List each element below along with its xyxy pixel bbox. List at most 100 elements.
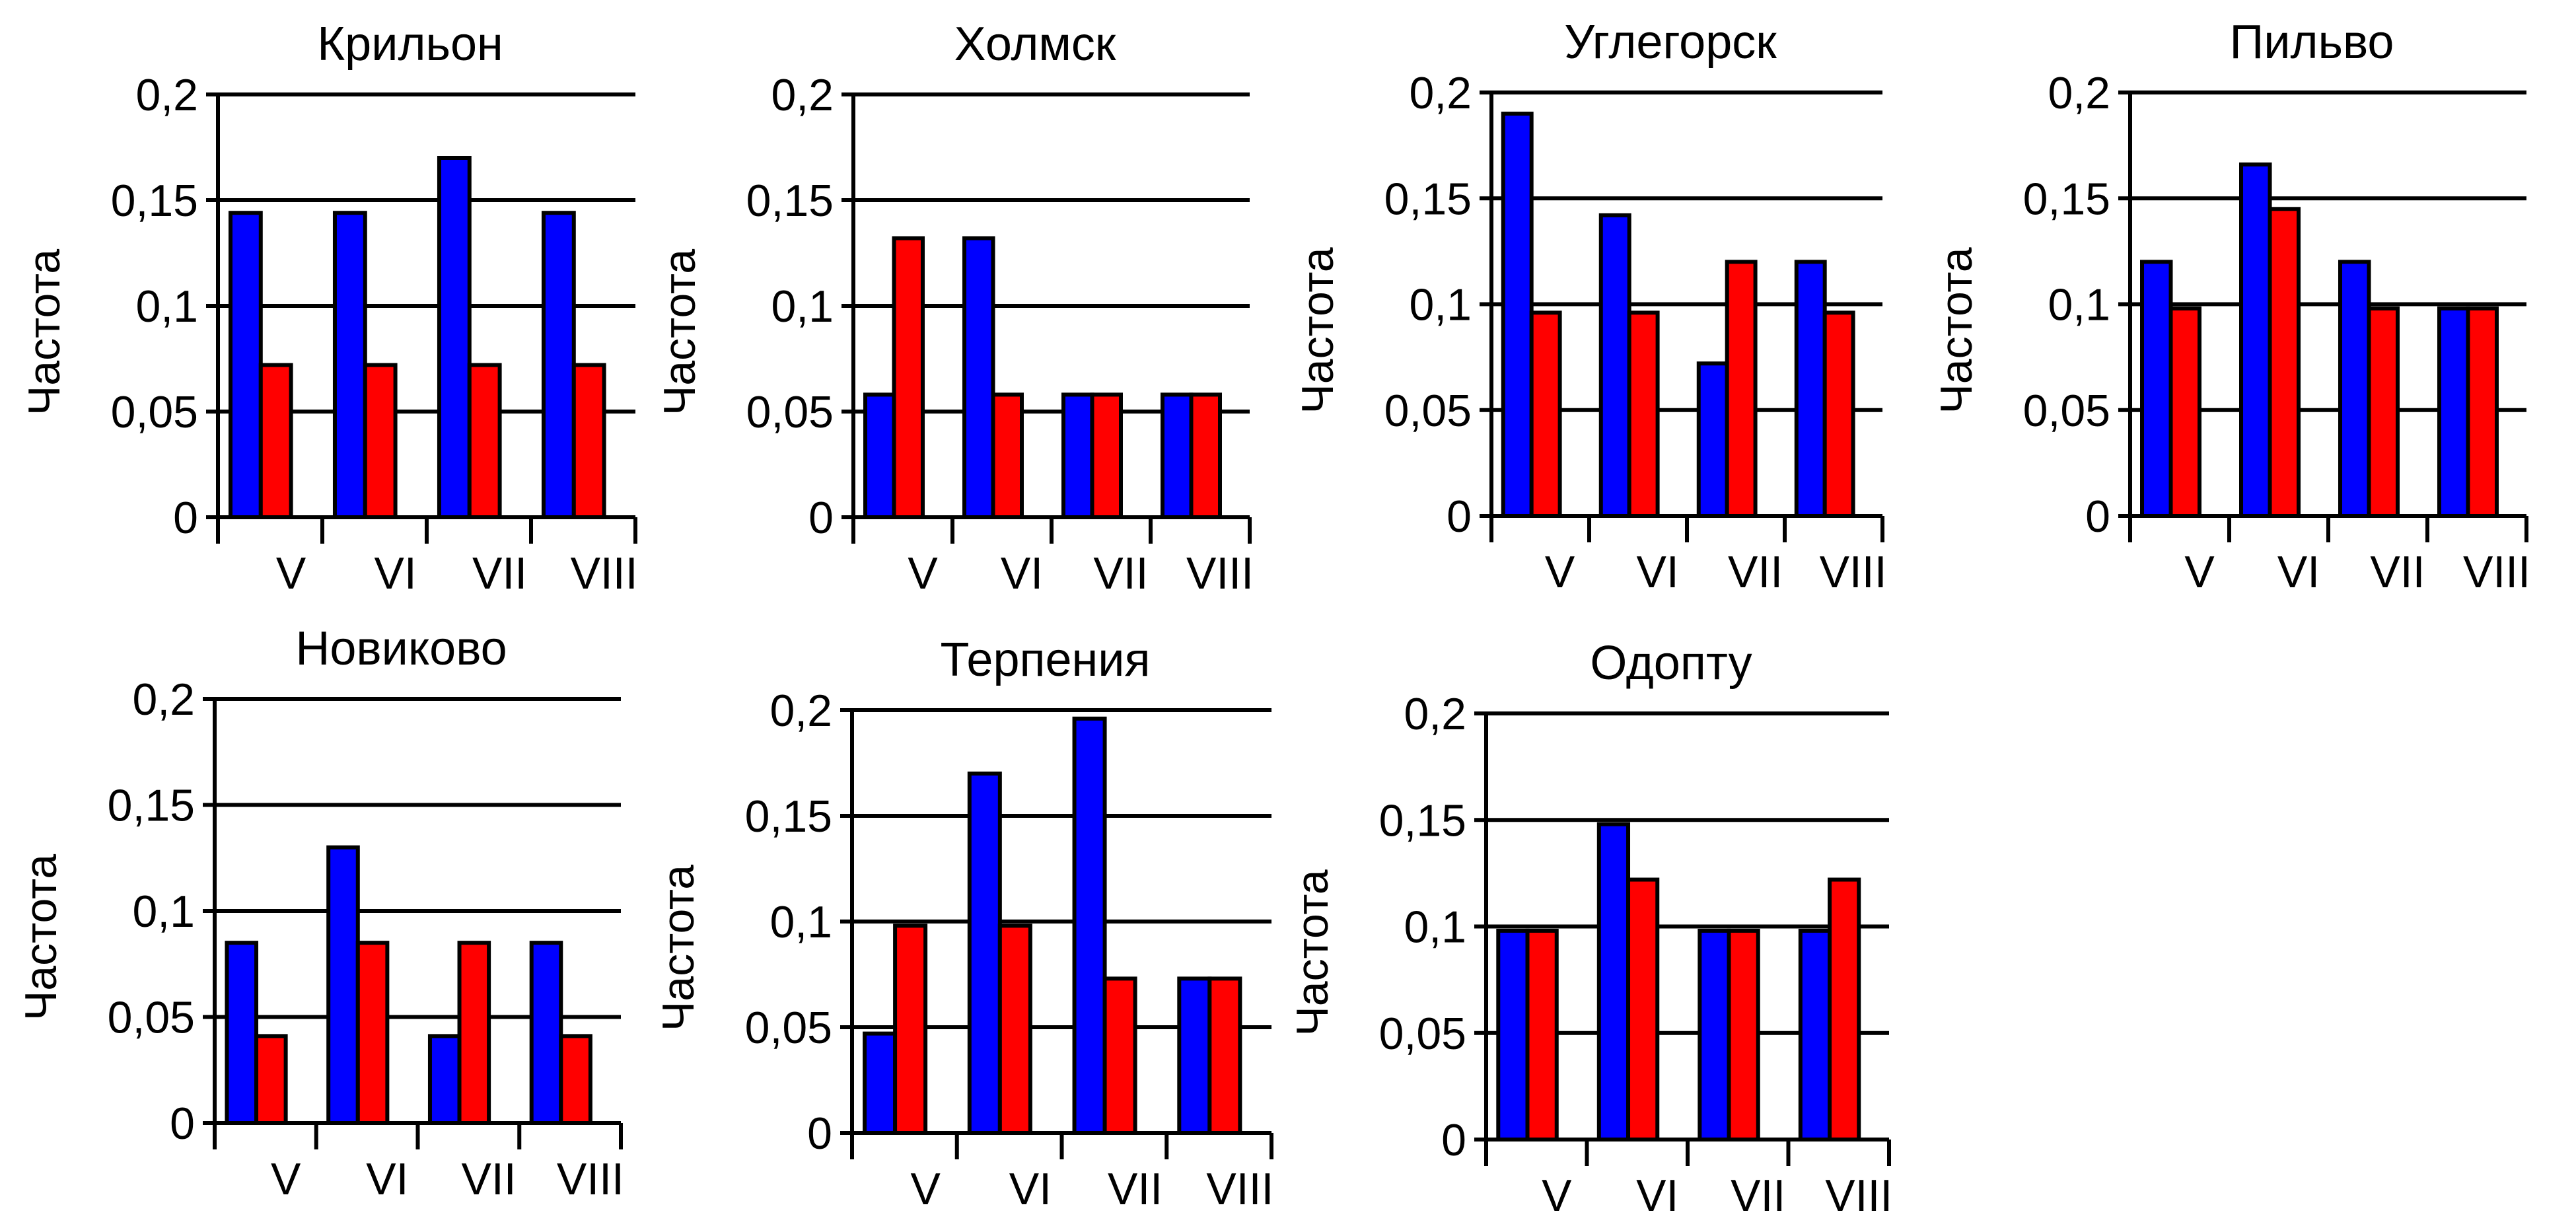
bar-red-VI [363, 363, 398, 519]
bar-blue-V [863, 392, 896, 520]
bar-blue-VII [2338, 260, 2371, 518]
bar-red-VIII [1828, 877, 1861, 1142]
x-tick-label: VIII [1186, 548, 1254, 598]
x-tick-label: VII [1728, 547, 1783, 597]
bar-red-VII [467, 363, 502, 519]
bar-red-VI [991, 392, 1024, 520]
x-tick-label: VIII [1206, 1164, 1273, 1214]
x-tick-label: VII [1093, 548, 1148, 598]
y-tick-label: 0,15 [1379, 795, 1466, 846]
y-tick-label: 0,05 [111, 387, 198, 437]
y-tick-label: 0 [170, 1099, 195, 1149]
x-tick-label: VIII [571, 548, 638, 598]
y-tick-label: 0,15 [1384, 174, 1472, 224]
y-tick-label: 0,05 [2023, 386, 2110, 436]
bar-blue-VIII [1161, 392, 1194, 520]
bar-red-VIII [571, 363, 606, 519]
y-axis-label: Частота [653, 865, 703, 1031]
bar-blue-VII [427, 1034, 462, 1126]
bar-red-VIII [2466, 306, 2499, 518]
y-axis-label: Частота [1293, 247, 1343, 414]
x-tick-label: VIII [557, 1154, 624, 1204]
bar-blue-V [1501, 112, 1534, 519]
x-tick-label: VIII [2463, 547, 2530, 597]
x-tick-label: V [1545, 547, 1575, 597]
x-tick-label: VII [472, 548, 527, 598]
chart-3: 0 0,05 0,1 0,15 0,2 V VI VII VIII Углегорск Частот… [1293, 16, 1887, 597]
bar-red-V [2168, 306, 2201, 518]
x-tick-label: VII [2370, 547, 2425, 597]
bar-blue-VI [332, 211, 367, 519]
y-tick-label: 0 [1447, 491, 1472, 542]
bar-red-VII [1725, 260, 1758, 518]
y-tick-label: 0,2 [135, 70, 198, 120]
bar-blue-VIII [529, 941, 563, 1126]
bar-blue-VII [1061, 392, 1094, 520]
chart-1: 0 0,05 0,1 0,15 0,2 V VI VII VIII Крильон Частота [19, 18, 638, 598]
bar-red-VIII [559, 1034, 592, 1126]
y-tick-label: 0,2 [132, 674, 195, 725]
bar-red-VII [1727, 928, 1760, 1141]
chart-title: Крильон [317, 18, 503, 71]
chart-title: Пильво [2230, 16, 2394, 69]
y-tick-label: 0,15 [108, 781, 195, 831]
bar-red-VIII [1822, 310, 1855, 518]
y-tick-label: 0,2 [1409, 68, 1472, 118]
y-tick-label: 0,2 [1404, 689, 1466, 739]
chart-title: Одопту [1590, 637, 1752, 690]
x-tick-label: V [1542, 1171, 1572, 1221]
y-tick-label: 0,1 [1404, 902, 1466, 953]
y-tick-label: 0,15 [746, 176, 834, 226]
chart-2: 0 0,05 0,1 0,15 0,2 V VI VII VIII Холмск Частота [655, 18, 1254, 598]
chart-5: 0 0,05 0,1 0,15 0,2 V VI VII VIII Новиково Частота [16, 622, 624, 1204]
y-axis-label: Частота [1931, 247, 1982, 414]
y-tick-label: 0,1 [771, 281, 834, 332]
x-tick-label: VII [1108, 1164, 1163, 1214]
chart-title: Новиково [295, 622, 507, 675]
bar-blue-V [228, 211, 263, 519]
y-tick-label: 0,05 [745, 1003, 832, 1053]
bar-blue-V [2140, 260, 2173, 518]
bar-red-VIII [1207, 976, 1242, 1136]
bar-blue-VII [1696, 361, 1729, 518]
bar-red-V [254, 1034, 288, 1126]
bar-red-VIII [1189, 392, 1222, 520]
bar-blue-VIII [2437, 306, 2470, 518]
x-tick-label: VII [1731, 1171, 1785, 1221]
bar-blue-VI [326, 845, 360, 1125]
bar-red-V [893, 924, 928, 1136]
bar-red-VI [997, 924, 1032, 1136]
y-tick-label: 0,15 [111, 176, 198, 226]
y-tick-label: 0,1 [135, 281, 198, 332]
chart-6: 0 0,05 0,1 0,15 0,2 V VI VII VIII Терпения Частота [653, 634, 1273, 1214]
bar-blue-V [225, 941, 259, 1126]
bar-blue-VI [967, 772, 1002, 1135]
bar-blue-VIII [1798, 928, 1832, 1141]
x-tick-label: VI [1001, 548, 1043, 598]
bar-red-V [258, 363, 293, 519]
x-tick-label: VII [462, 1154, 517, 1204]
y-tick-label: 0,05 [746, 387, 834, 437]
y-tick-label: 0,05 [108, 993, 195, 1043]
y-tick-label: 0 [807, 1108, 832, 1159]
y-tick-label: 0,2 [2048, 68, 2110, 118]
bar-blue-V [863, 1031, 898, 1135]
x-tick-label: VI [2277, 547, 2320, 597]
y-tick-label: 0,05 [1384, 386, 1472, 436]
y-tick-label: 0,1 [2048, 280, 2110, 330]
bar-red-VII [2367, 306, 2400, 518]
x-tick-label: VI [366, 1154, 408, 1204]
x-tick-label: VIII [1825, 1171, 1892, 1221]
y-tick-label: 0,15 [745, 791, 832, 842]
bar-blue-VII [1072, 716, 1107, 1136]
chart-title: Холмск [954, 18, 1116, 71]
bar-red-V [892, 236, 925, 519]
bar-red-V [1525, 928, 1559, 1141]
bar-red-VI [355, 941, 390, 1126]
x-tick-label: VIII [1820, 547, 1887, 597]
bar-red-VI [2268, 207, 2301, 518]
chart-title: Углегорск [1564, 16, 1777, 69]
y-tick-label: 0,05 [1379, 1009, 1466, 1059]
